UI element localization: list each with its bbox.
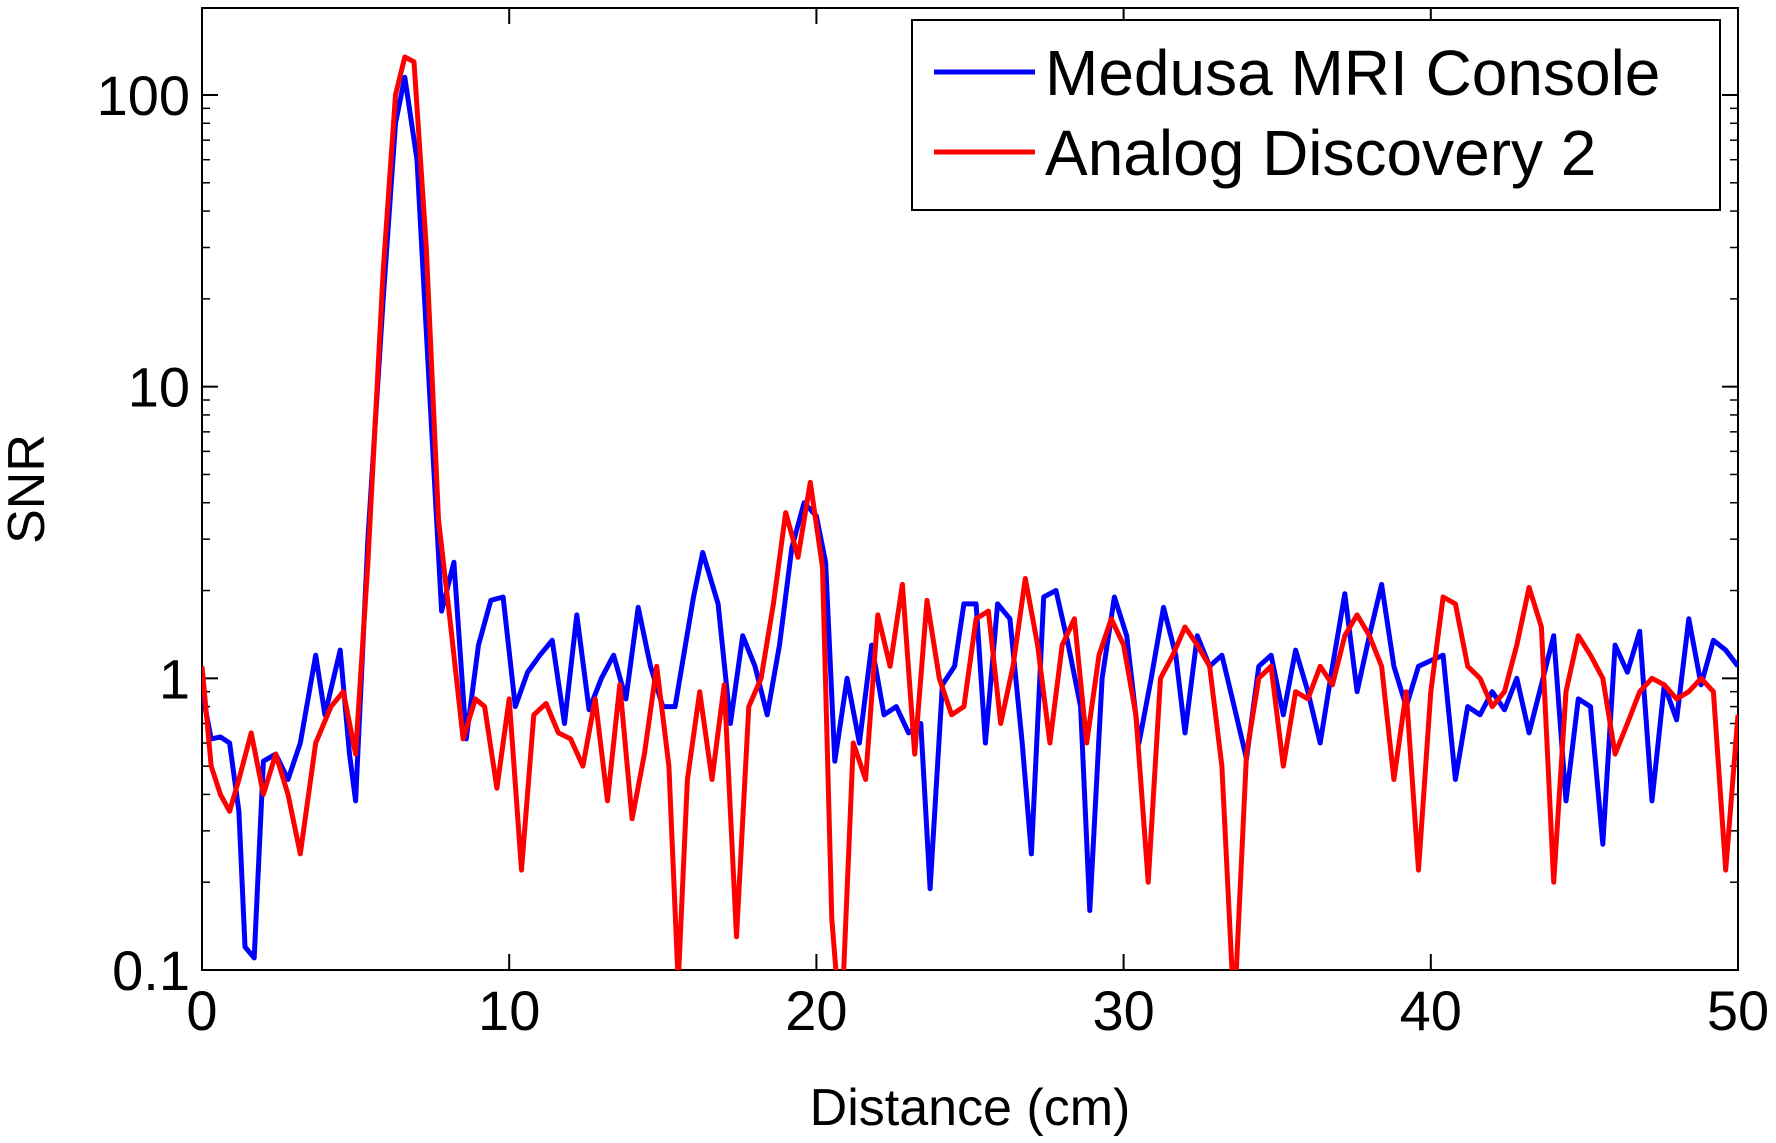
x-tick-label: 30 xyxy=(1092,979,1154,1042)
legend-label-analog: Analog Discovery 2 xyxy=(1045,117,1596,189)
legend-label-medusa: Medusa MRI Console xyxy=(1045,37,1660,109)
legend: Medusa MRI Console Analog Discovery 2 xyxy=(911,19,1721,211)
tick-labels: 0 10 20 30 40 50 0.1 1 10 100 xyxy=(97,64,1770,1042)
series-line-analog-discovery-2 xyxy=(202,54,1738,970)
y-tick-label: 0.1 xyxy=(112,939,190,1002)
x-tick-label: 20 xyxy=(785,979,847,1042)
x-axis-label: Distance (cm) xyxy=(810,1079,1131,1137)
y-tick-label: 100 xyxy=(97,64,190,127)
x-tick-label: 0 xyxy=(186,979,217,1042)
y-tick-label: 1 xyxy=(159,647,190,710)
x-tick-label: 50 xyxy=(1707,979,1769,1042)
x-tick-label: 40 xyxy=(1400,979,1462,1042)
series-layer xyxy=(202,54,1738,970)
y-tick-label: 10 xyxy=(128,356,190,419)
y-axis-label: SNR xyxy=(0,434,56,544)
legend-box xyxy=(911,19,1721,211)
x-tick-label: 10 xyxy=(478,979,540,1042)
